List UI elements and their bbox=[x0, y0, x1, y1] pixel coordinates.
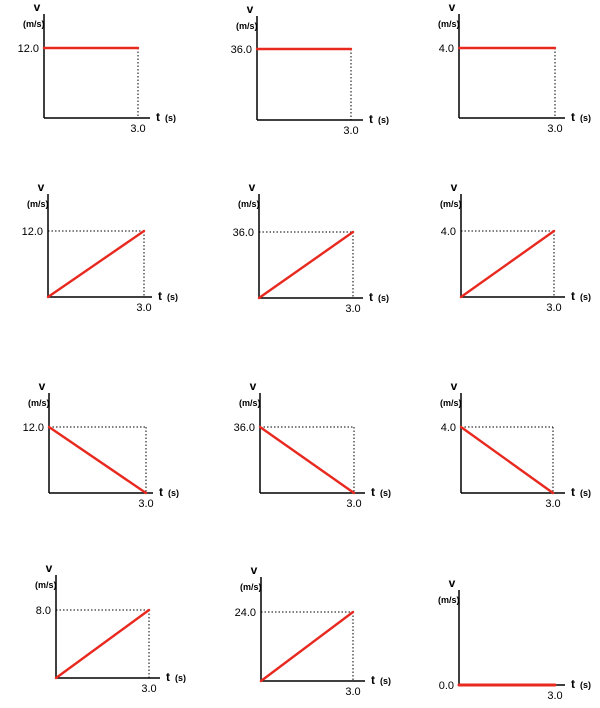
y-tick-label: 4.0 bbox=[441, 422, 456, 434]
chart-panel-9: v (m/s) t (s) 4.0 3.0 bbox=[440, 379, 591, 510]
x-tick-label: 3.0 bbox=[545, 498, 560, 510]
x-axis-unit: (s) bbox=[380, 676, 391, 686]
y-axis-label: v bbox=[250, 379, 257, 393]
y-tick-label: 4.0 bbox=[439, 43, 454, 55]
x-tick-label: 3.0 bbox=[546, 302, 561, 314]
velocity-line bbox=[258, 425, 356, 495]
chart-panel-7: v (m/s) t (s) 12.0 3.0 bbox=[23, 379, 179, 510]
y-axis-unit: (m/s) bbox=[438, 19, 460, 29]
x-tick-label: 3.0 bbox=[130, 123, 145, 135]
x-axis-label: t bbox=[158, 289, 162, 303]
x-tick-label: 3.0 bbox=[547, 690, 562, 702]
y-axis-label: v bbox=[249, 180, 256, 194]
y-tick-label: 24.0 bbox=[235, 607, 256, 619]
y-axis-unit: (m/s) bbox=[240, 582, 262, 592]
velocity-line bbox=[47, 425, 148, 495]
y-tick-label: 8.0 bbox=[36, 605, 51, 617]
velocity-line bbox=[54, 608, 151, 680]
velocity-line bbox=[459, 425, 555, 495]
x-axis-unit: (s) bbox=[175, 673, 186, 683]
x-axis-label: t bbox=[156, 110, 160, 124]
x-axis-label: t bbox=[369, 290, 373, 304]
x-axis-label: t bbox=[166, 670, 170, 684]
y-tick-label: 12.0 bbox=[18, 43, 39, 55]
x-axis-unit: (s) bbox=[168, 488, 179, 498]
x-axis-unit: (s) bbox=[165, 113, 176, 123]
y-axis-label: v bbox=[251, 563, 258, 577]
y-axis-unit: (m/s) bbox=[28, 398, 50, 408]
chart-panel-2: v (m/s) t (s) 36.0 3.0 bbox=[231, 2, 389, 137]
y-axis-unit: (m/s) bbox=[239, 398, 261, 408]
velocity-line bbox=[257, 230, 355, 300]
y-axis-label: v bbox=[38, 180, 45, 194]
y-axis-unit: (m/s) bbox=[238, 199, 260, 209]
y-axis-unit: (m/s) bbox=[440, 398, 462, 408]
x-axis-unit: (s) bbox=[378, 115, 389, 125]
velocity-line bbox=[46, 229, 146, 299]
x-axis-label: t bbox=[371, 673, 375, 687]
chart-panel-1: v (m/s) t (s) 12.0 3.0 bbox=[18, 0, 176, 135]
x-axis-label: t bbox=[571, 485, 575, 499]
x-tick-label: 3.0 bbox=[345, 686, 360, 698]
y-tick-label: 12.0 bbox=[22, 226, 43, 238]
y-axis-unit: (m/s) bbox=[438, 595, 460, 605]
x-axis-label: t bbox=[571, 110, 575, 124]
x-axis-unit: (s) bbox=[580, 680, 591, 690]
x-axis-label: t bbox=[571, 677, 575, 691]
y-axis-label: v bbox=[247, 2, 254, 16]
x-tick-label: 3.0 bbox=[346, 498, 361, 510]
x-axis-unit: (s) bbox=[380, 488, 391, 498]
y-tick-label: 36.0 bbox=[231, 44, 252, 56]
x-axis-unit: (s) bbox=[167, 292, 178, 302]
y-axis-label: v bbox=[451, 379, 458, 393]
x-axis-unit: (s) bbox=[580, 113, 591, 123]
x-axis-unit: (s) bbox=[580, 488, 591, 498]
y-tick-label: 36.0 bbox=[234, 422, 255, 434]
y-axis-label: v bbox=[39, 379, 46, 393]
chart-panel-11: v (m/s) t (s) 24.0 3.0 bbox=[235, 563, 391, 698]
x-axis-label: t bbox=[369, 112, 373, 126]
y-tick-label: 36.0 bbox=[233, 227, 254, 239]
chart-panel-10: v (m/s) t (s) 8.0 3.0 bbox=[35, 561, 186, 695]
y-axis-label: v bbox=[449, 0, 456, 14]
chart-panel-8: v (m/s) t (s) 36.0 3.0 bbox=[234, 379, 391, 510]
chart-panel-6: v (m/s) t (s) 4.0 3.0 bbox=[440, 180, 591, 314]
y-axis-unit: (m/s) bbox=[236, 21, 258, 31]
x-tick-label: 3.0 bbox=[141, 683, 156, 695]
x-tick-label: 3.0 bbox=[138, 498, 153, 510]
y-axis-label: v bbox=[451, 180, 458, 194]
y-axis-unit: (m/s) bbox=[440, 199, 462, 209]
y-axis-label: v bbox=[34, 0, 41, 14]
y-axis-unit: (m/s) bbox=[23, 19, 45, 29]
y-tick-label: 0.0 bbox=[439, 680, 454, 692]
y-tick-label: 4.0 bbox=[441, 226, 456, 238]
x-tick-label: 3.0 bbox=[343, 125, 358, 137]
y-axis-label: v bbox=[449, 576, 456, 590]
chart-panel-3: v (m/s) t (s) 4.0 3.0 bbox=[438, 0, 591, 135]
velocity-line bbox=[259, 610, 355, 683]
y-axis-label: v bbox=[46, 561, 53, 575]
x-axis-label: t bbox=[159, 485, 163, 499]
x-axis-unit: (s) bbox=[378, 293, 389, 303]
x-tick-label: 3.0 bbox=[547, 123, 562, 135]
x-tick-label: 3.0 bbox=[345, 303, 360, 315]
chart-panel-12: v (m/s) t (s) 0.0 3.0 bbox=[438, 576, 591, 702]
chart-panel-5: v (m/s) t (s) 36.0 3.0 bbox=[233, 180, 389, 315]
velocity-line bbox=[459, 229, 556, 299]
x-axis-label: t bbox=[371, 485, 375, 499]
y-axis-unit: (m/s) bbox=[35, 580, 57, 590]
y-axis-unit: (m/s) bbox=[27, 199, 49, 209]
x-axis-unit: (s) bbox=[580, 292, 591, 302]
x-axis-label: t bbox=[571, 289, 575, 303]
chart-panel-4: v (m/s) t (s) 12.0 3.0 bbox=[22, 180, 178, 314]
x-tick-label: 3.0 bbox=[136, 302, 151, 314]
y-tick-label: 12.0 bbox=[23, 422, 44, 434]
